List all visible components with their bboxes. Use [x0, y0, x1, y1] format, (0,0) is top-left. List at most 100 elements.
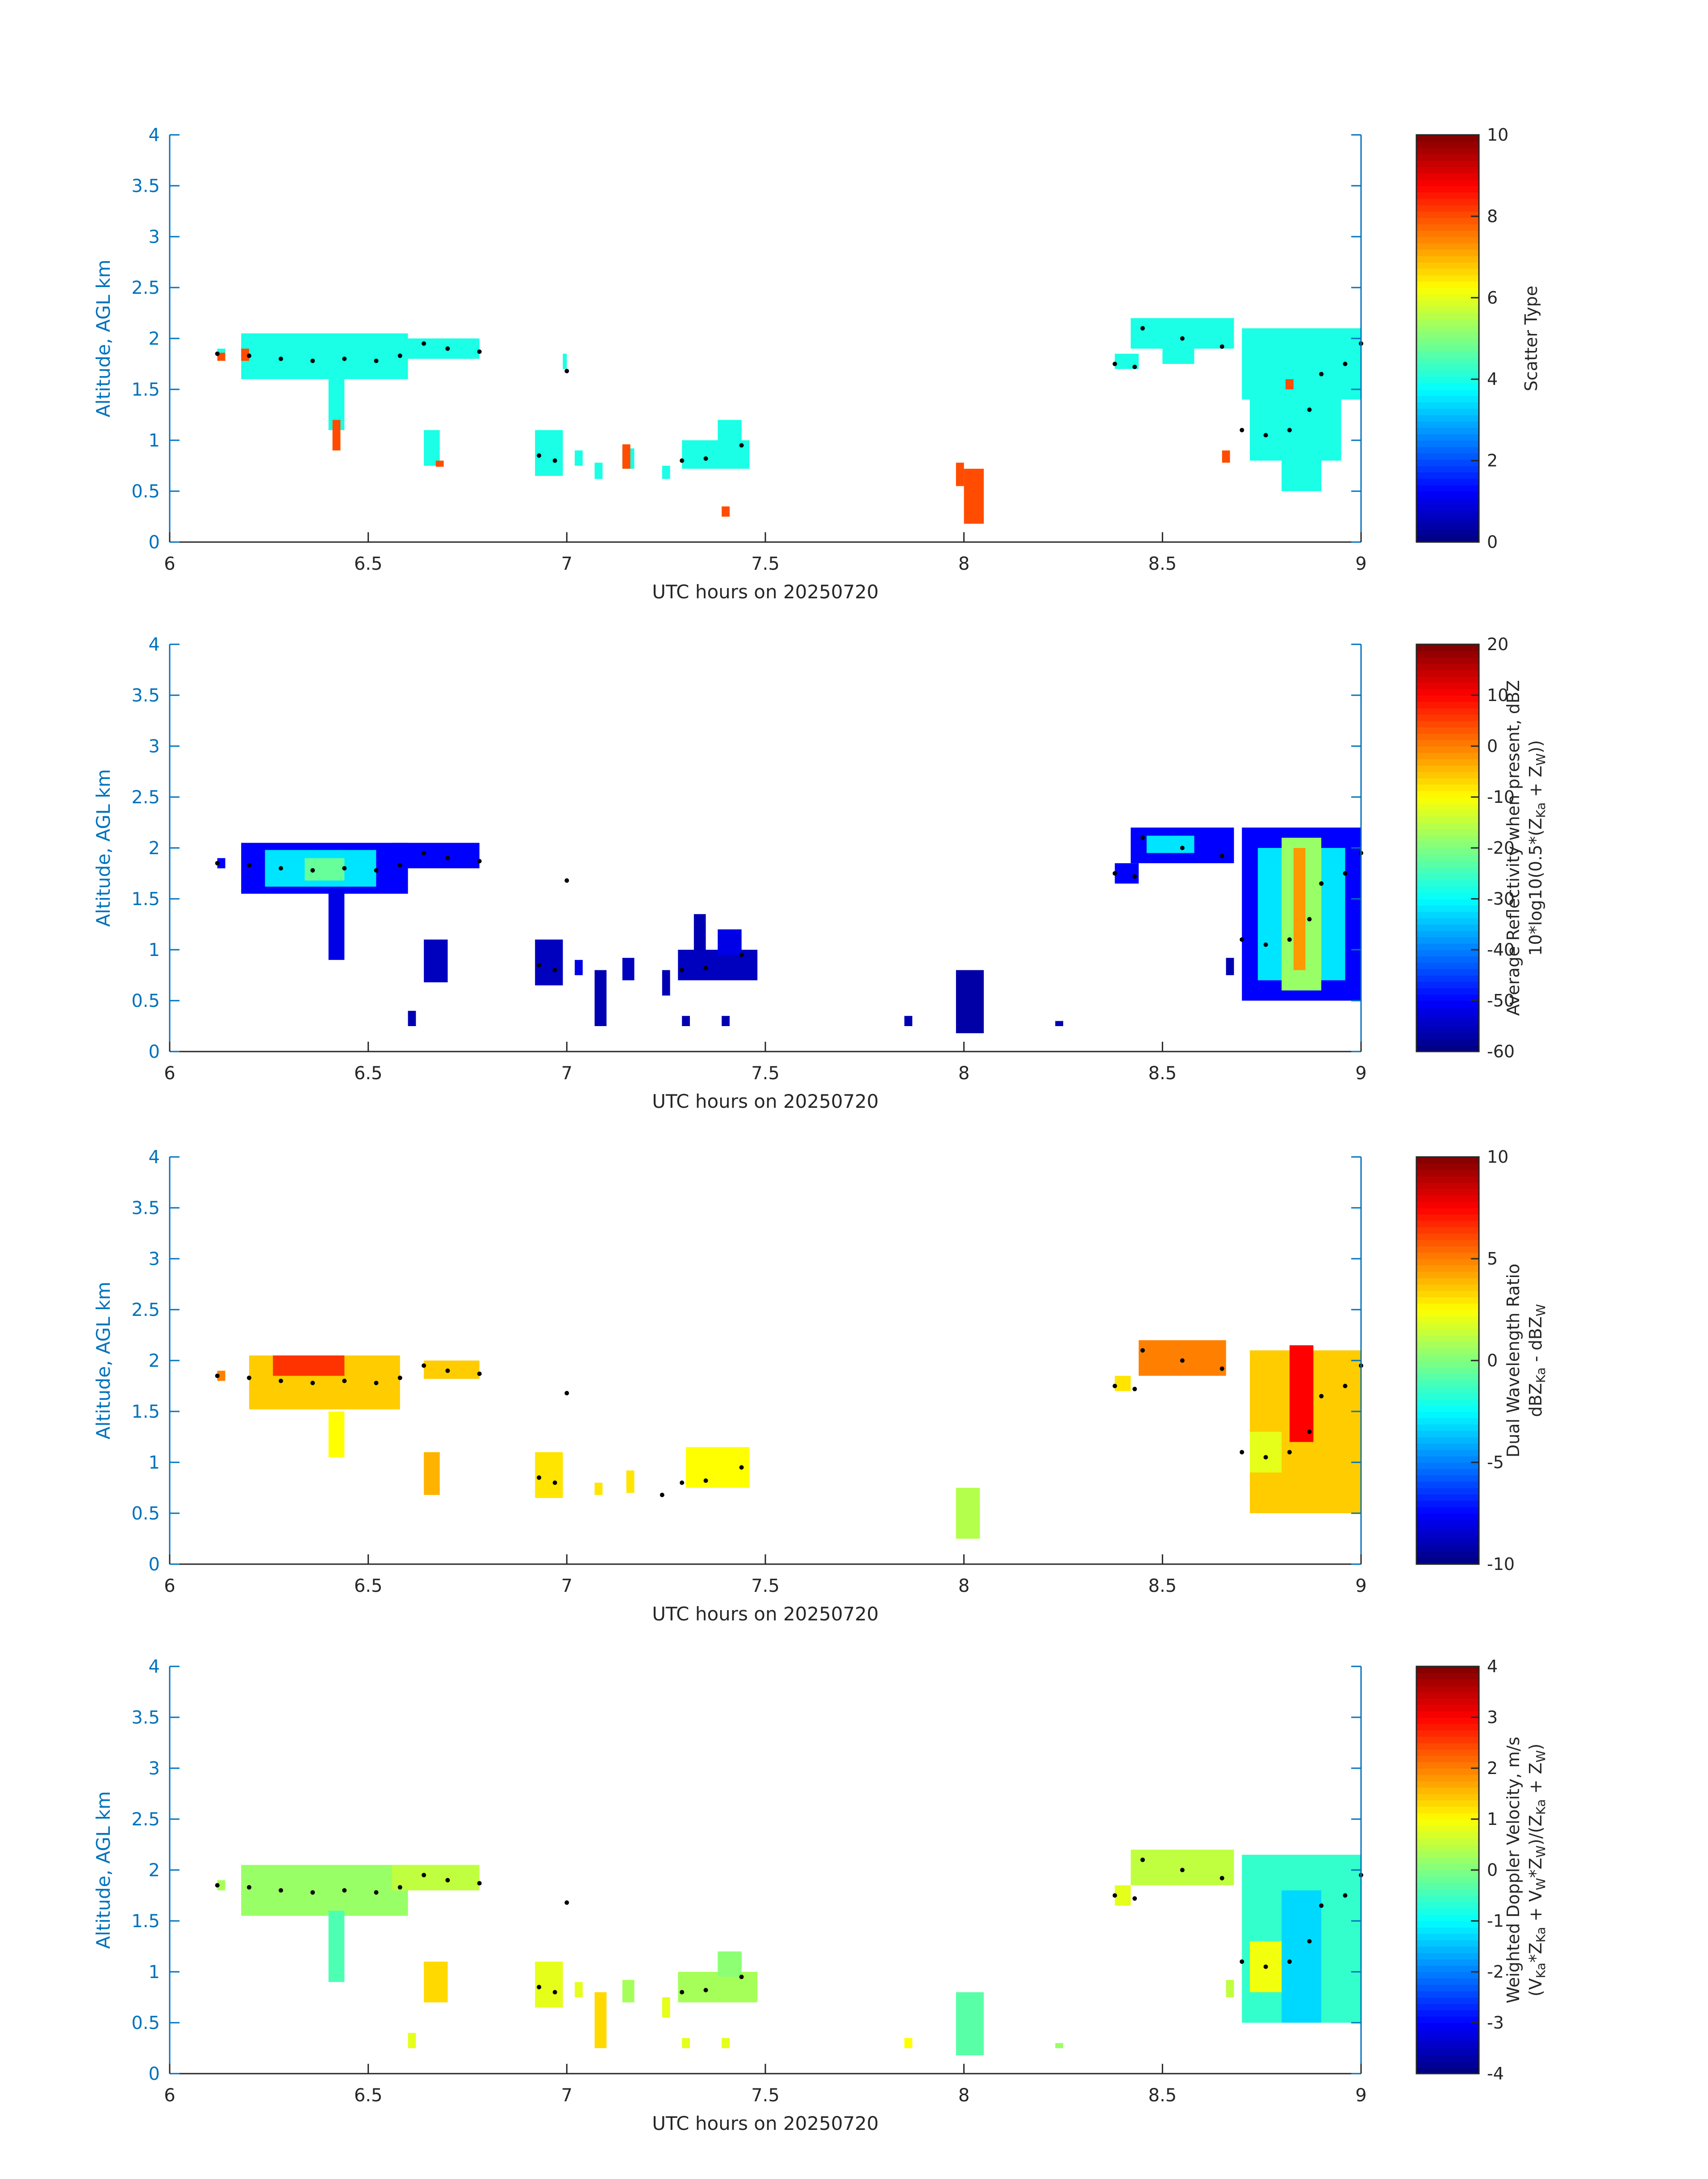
colorbar-swatch [1416, 1019, 1479, 1027]
heatmap-cell [217, 1370, 226, 1381]
colorbar-label: Weighted Doppler Velocity, m/s [1503, 1737, 1523, 2003]
colorbar-swatch [1416, 510, 1479, 517]
heatmap-cell [718, 1951, 742, 1977]
heatmap-cell [1289, 1345, 1314, 1442]
trace-point [537, 453, 542, 458]
colorbar-swatch [1416, 1717, 1479, 1724]
heatmap-cell [408, 2033, 416, 2048]
colorbar-swatch [1416, 1418, 1479, 1425]
colorbar-swatch [1416, 1838, 1479, 1845]
colorbar-swatch [1416, 1889, 1479, 1896]
heatmap-cell [1115, 1376, 1131, 1391]
heatmap-cell [273, 1355, 345, 1376]
colorbar-tick-label: -5 [1487, 1453, 1504, 1472]
trace-point [1307, 1939, 1312, 1944]
heatmap-cell [1222, 450, 1230, 463]
colorbar-swatch [1416, 262, 1479, 269]
colorbar-swatch [1416, 1411, 1479, 1419]
trace-point [1132, 874, 1137, 879]
y-tick-label: 4 [149, 125, 160, 146]
colorbar-swatch [1416, 160, 1479, 167]
heatmap-cell [956, 970, 984, 1033]
trace-point [739, 1465, 744, 1470]
heatmap-cell [1286, 379, 1294, 389]
colorbar-swatch [1416, 1730, 1479, 1737]
colorbar-swatch [1416, 701, 1479, 709]
colorbar-tick-label: -10 [1487, 787, 1515, 807]
heatmap-cell [328, 1411, 345, 1457]
colorbar-swatch [1416, 135, 1479, 142]
colorbar-swatch [1416, 1819, 1479, 1826]
colorbar-tick-label: -2 [1487, 1962, 1504, 1982]
colorbar-swatch [1416, 918, 1479, 925]
colorbar-swatch [1416, 2048, 1479, 2055]
colorbar-swatch [1416, 1169, 1479, 1177]
y-tick-label: 0.5 [131, 991, 160, 1011]
panel-4: 0 0.5 1 1.5 2 2.5 3 3.5 4 6 6.5 7 7.5 8 8.5 9 UTC hours … [92, 1657, 1548, 2134]
y-axis-label: Altitude, AGL km [92, 769, 114, 927]
colorbar-swatch [1416, 1240, 1479, 1247]
colorbar-swatch [1416, 714, 1479, 721]
heatmap-cell [1055, 2043, 1063, 2048]
colorbar-swatch [1416, 1310, 1479, 1317]
colorbar-swatch [1416, 1271, 1479, 1278]
colorbar-swatch [1416, 447, 1479, 454]
colorbar-swatch [1416, 1736, 1479, 1743]
y-tick-label: 1 [149, 940, 160, 960]
heatmap-cell [575, 450, 583, 466]
colorbar-swatch [1416, 772, 1479, 779]
heatmap-cell [718, 420, 742, 446]
heatmap-cell [1139, 1340, 1226, 1376]
colorbar-swatch [1416, 1354, 1479, 1361]
colorbar-swatch [1416, 695, 1479, 702]
colorbar-swatch [1416, 167, 1479, 174]
colorbar: -4 -3 -2 -1 0 1 2 3 4 Weighted Doppler Velocity, … [1416, 1657, 1548, 2083]
trace-point [374, 1890, 379, 1895]
colorbar-swatch [1416, 1845, 1479, 1852]
colorbar-swatch [1416, 1927, 1479, 1934]
trace-point [1140, 1348, 1145, 1353]
colorbar-swatch [1416, 1195, 1479, 1202]
y-tick-label: 3.5 [131, 1198, 160, 1219]
colorbar-swatch [1416, 1208, 1479, 1215]
colorbar-swatch [1416, 383, 1479, 390]
colorbar-swatch [1416, 810, 1479, 817]
colorbar-swatch [1416, 2041, 1479, 2049]
colorbar-swatch [1416, 1895, 1479, 1903]
colorbar-swatch [1416, 644, 1479, 651]
colorbar-swatch [1416, 408, 1479, 415]
heatmap-cell [722, 506, 730, 517]
trace-point [477, 1371, 482, 1376]
trace-point [703, 456, 708, 461]
colorbar-tick-label: 1 [1487, 1809, 1498, 1829]
colorbar-swatch [1416, 739, 1479, 747]
heatmap-cell [424, 1452, 440, 1495]
colorbar-swatch [1416, 306, 1479, 313]
colorbar-swatch [1416, 230, 1479, 237]
colorbar-swatch [1416, 1851, 1479, 1858]
colorbar-tick-label: 0 [1487, 1860, 1498, 1880]
colorbar-swatch [1416, 1157, 1479, 1164]
colorbar-swatch [1416, 357, 1479, 364]
colorbar-swatch [1416, 962, 1479, 969]
trace-point [703, 1478, 708, 1483]
x-tick-label: 6.5 [354, 1063, 383, 1084]
heatmap-cell [563, 354, 567, 369]
trace-point [1307, 917, 1312, 922]
colorbar-swatch [1416, 1794, 1479, 1801]
y-tick-label: 1.5 [131, 380, 160, 400]
colorbar-swatch [1416, 1176, 1479, 1183]
colorbar-swatch [1416, 440, 1479, 447]
heatmap-cell [1146, 835, 1194, 853]
colorbar-swatch [1416, 759, 1479, 766]
colorbar-swatch [1416, 822, 1479, 830]
colorbar-swatch [1416, 275, 1479, 282]
heatmap-cell [392, 843, 480, 868]
colorbar-swatch [1416, 1825, 1479, 1833]
trace-point [537, 1475, 542, 1480]
colorbar-swatch [1416, 708, 1479, 715]
colorbar-label: 10*log10(0.5*(ZKa​ + ZW​)) [1526, 740, 1548, 956]
colorbar-tick-label: -30 [1487, 889, 1515, 909]
colorbar-tick-label: 10 [1487, 685, 1508, 705]
trace-point [1263, 1455, 1268, 1460]
